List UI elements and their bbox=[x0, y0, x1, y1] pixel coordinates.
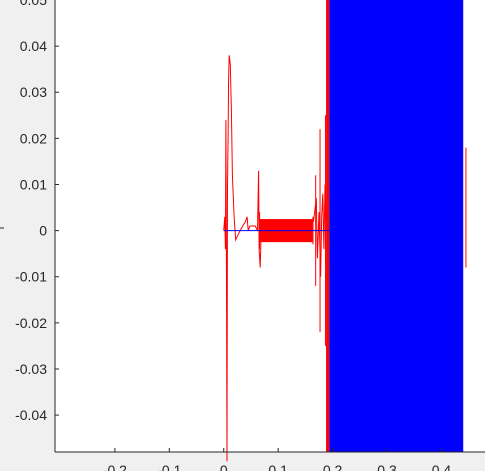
x-tick-label: 0 bbox=[220, 462, 228, 471]
x-tick-label: 0.1 bbox=[268, 462, 288, 471]
y-tick-label: -0.01 bbox=[15, 269, 47, 285]
x-tick-label: 0.3 bbox=[377, 462, 397, 471]
y-tick-label: -0.04 bbox=[15, 407, 47, 423]
y-tick-label: 0.05 bbox=[20, 0, 47, 8]
x-ticks: -0.2 -0.1 0 0.1 0.2 0.3 0.4 bbox=[103, 448, 452, 471]
y-tick-label: 0 bbox=[39, 223, 47, 239]
red-series-line bbox=[223, 55, 327, 462]
y-ticks: 0.04 0.03 0.02 0.01 0 -0.01 -0.02 -0.03 -0.04 0.0… bbox=[15, 0, 59, 423]
y-tick-label: -0.03 bbox=[15, 361, 47, 377]
x-tick-label: -0.2 bbox=[103, 462, 127, 471]
y-tick-label: 0.01 bbox=[20, 176, 47, 192]
red-dense-region bbox=[326, 0, 330, 452]
y-tick-label: 0.03 bbox=[20, 84, 47, 100]
y-tick-label: 0.04 bbox=[20, 38, 47, 54]
y-tick-label: 0.02 bbox=[20, 130, 47, 146]
blue-dense-region bbox=[329, 0, 464, 452]
x-tick-label: -0.1 bbox=[157, 462, 181, 471]
series-layer bbox=[223, 0, 467, 462]
x-tick-label: 0.4 bbox=[432, 462, 452, 471]
y-tick-label: -0.02 bbox=[15, 315, 47, 331]
x-tick-label: 0.2 bbox=[323, 462, 343, 471]
